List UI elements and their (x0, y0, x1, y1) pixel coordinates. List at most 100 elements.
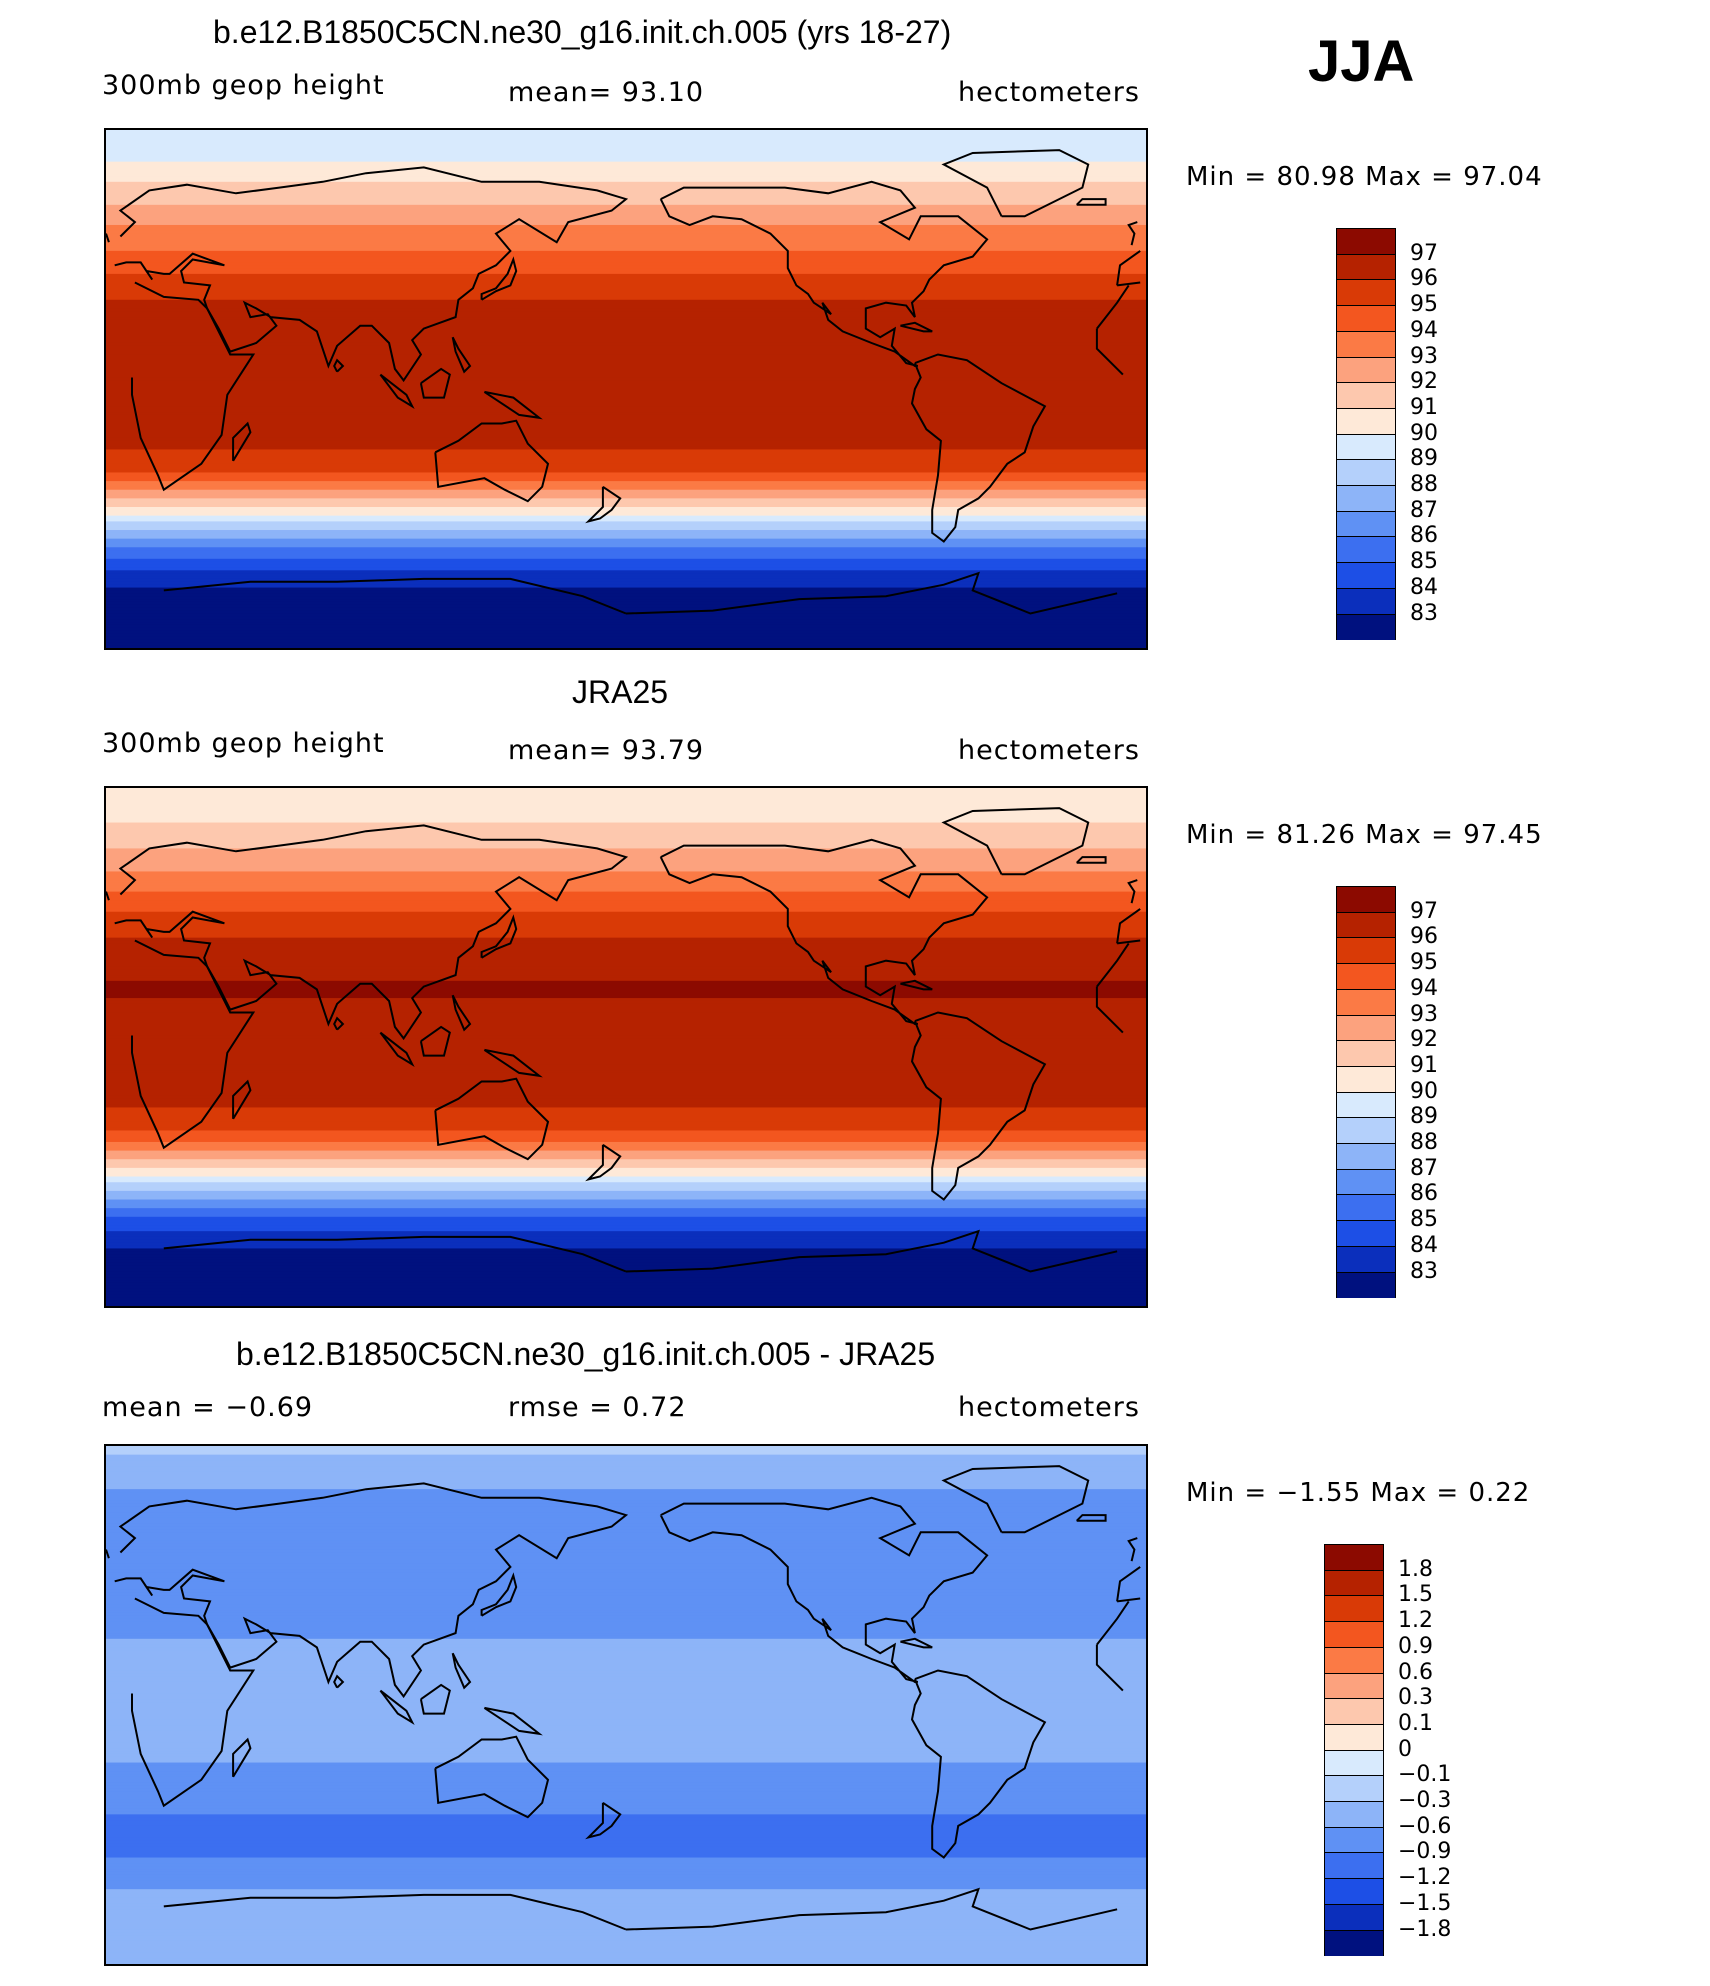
colorbar-2-tick-label: 95 (1410, 950, 1438, 976)
colorbar-3-tick-label: 0 (1398, 1736, 1412, 1762)
contour-band (106, 1794, 1146, 1798)
contour-band (106, 857, 1146, 861)
colorbar-2-tick-label: 97 (1410, 898, 1438, 924)
contour-band (106, 1938, 1146, 1942)
contour-band (106, 590, 1146, 594)
contour-band (106, 1535, 1146, 1539)
contour-band (106, 960, 1146, 965)
contour-band (106, 1569, 1146, 1574)
contour-band (106, 1837, 1146, 1841)
contour-band (106, 1817, 1146, 1821)
contour-band (106, 532, 1146, 537)
panel-3-mean-label: mean = −0.69 (102, 1392, 314, 1423)
contour-band (106, 518, 1146, 522)
colorbar-1-swatch (1336, 382, 1396, 409)
colorbar-1-tick-label: 96 (1410, 266, 1438, 292)
contour-band (106, 1130, 1146, 1134)
contour-band (106, 1471, 1146, 1476)
coastline (1075, 856, 1107, 864)
coastline (900, 321, 933, 333)
contour-band (106, 1903, 1146, 1908)
contour-band (106, 1886, 1146, 1890)
contour-band (106, 1742, 1146, 1746)
panel-2-map (104, 786, 1148, 1308)
coastline (585, 1143, 622, 1182)
contour-band (106, 825, 1146, 829)
contour-band (106, 1451, 1146, 1456)
contour-band (106, 1756, 1146, 1761)
colorbar-1-tick-label: 91 (1410, 394, 1438, 420)
contour-band (106, 386, 1146, 390)
panel-3-map (104, 1444, 1148, 1966)
contour-band (106, 1607, 1146, 1611)
contour-band (106, 1822, 1146, 1827)
contour-band (106, 851, 1146, 855)
contour-band (106, 141, 1146, 145)
contour-band (106, 412, 1146, 416)
contour-band (106, 440, 1146, 445)
contour-band (106, 854, 1146, 858)
contour-band (106, 337, 1146, 341)
contour-band (106, 314, 1146, 318)
colorbar-3-swatch (1324, 1698, 1384, 1725)
coastline (1096, 942, 1130, 988)
contour-band (106, 1294, 1146, 1298)
colorbar-2-tick-label: 87 (1410, 1155, 1438, 1181)
coastline (106, 891, 110, 901)
contour-band (106, 302, 1146, 307)
contour-band (106, 1733, 1146, 1738)
contour-band (106, 512, 1146, 517)
contour-band (106, 911, 1146, 916)
contour-band (106, 458, 1146, 462)
contour-band (106, 1958, 1146, 1962)
contour-band (106, 980, 1146, 985)
contour-band (106, 1245, 1146, 1250)
contour-band (106, 1285, 1146, 1290)
contour-band (106, 1044, 1146, 1048)
contour-band (106, 989, 1146, 993)
contour-band (106, 1084, 1146, 1088)
contour-band (106, 888, 1146, 893)
contour-band (106, 1259, 1146, 1264)
contour-band (106, 564, 1146, 569)
contour-band (106, 294, 1146, 298)
contour-band (106, 1877, 1146, 1882)
contour-band (106, 811, 1146, 815)
coastline (941, 807, 1090, 876)
coastline (451, 994, 472, 1032)
contour-band (106, 1012, 1146, 1016)
contour-band (106, 1949, 1146, 1954)
coastline (163, 1235, 627, 1273)
contour-band (106, 1860, 1146, 1864)
contour-band (106, 642, 1146, 646)
contour-band (106, 1061, 1146, 1065)
contour-band (106, 535, 1146, 540)
contour-band (106, 555, 1146, 560)
contour-band (106, 268, 1146, 272)
contour-band (106, 1633, 1146, 1637)
coastline (1116, 250, 1141, 286)
colorbar-2-tick-label: 83 (1410, 1258, 1438, 1284)
colorbar-3-tick-label: 1.2 (1398, 1608, 1433, 1634)
contour-band (106, 363, 1146, 367)
coastline (333, 358, 345, 373)
contour-band (106, 1018, 1146, 1022)
coastline (434, 1735, 550, 1819)
colorbar-2-tick-label: 94 (1410, 975, 1438, 1001)
contour-band (106, 242, 1146, 246)
contour-band (106, 1492, 1146, 1496)
contour-band (106, 1661, 1146, 1666)
contour-band (106, 1670, 1146, 1674)
contour-band (106, 1894, 1146, 1899)
contour-band (106, 788, 1146, 792)
contour-band (106, 132, 1146, 137)
contour-band (106, 1791, 1146, 1795)
contour-band (106, 1578, 1146, 1582)
contour-band (106, 1880, 1146, 1885)
contour-band (106, 498, 1146, 502)
contour-band (106, 1788, 1146, 1792)
coastline (419, 367, 451, 399)
contour-band (106, 1236, 1146, 1241)
contour-band (106, 1719, 1146, 1723)
coastline (434, 419, 550, 503)
